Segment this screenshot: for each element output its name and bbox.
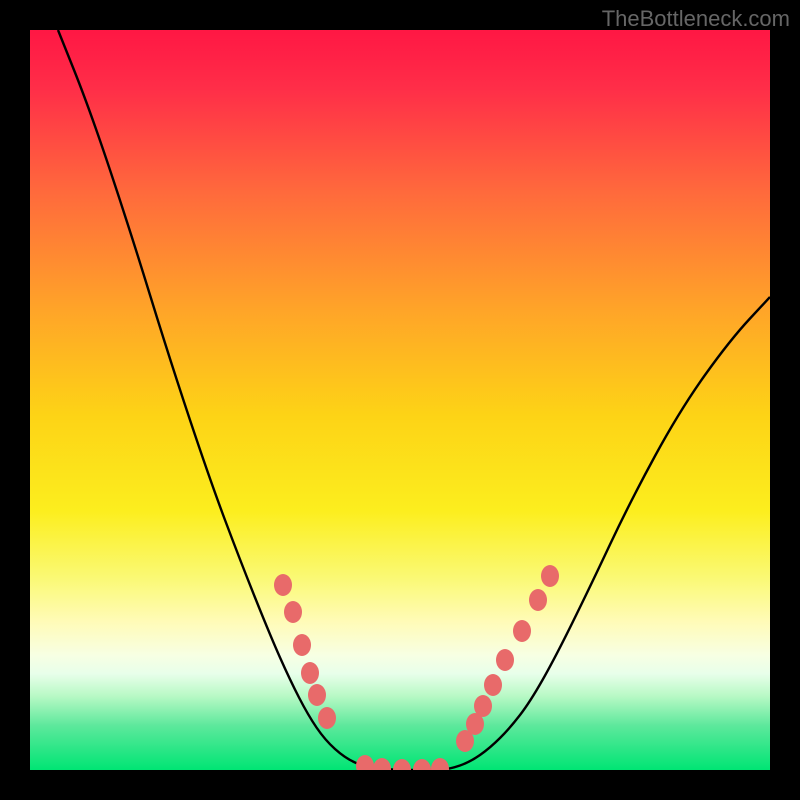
- watermark-text: TheBottleneck.com: [602, 6, 790, 32]
- gradient-background: [30, 30, 770, 770]
- data-marker: [284, 601, 302, 623]
- data-marker: [308, 684, 326, 706]
- data-marker: [318, 707, 336, 729]
- data-marker: [274, 574, 292, 596]
- data-marker: [484, 674, 502, 696]
- data-marker: [474, 695, 492, 717]
- data-marker: [529, 589, 547, 611]
- bottleneck-chart: [30, 30, 770, 770]
- chart-container: [30, 30, 770, 770]
- data-marker: [513, 620, 531, 642]
- data-marker: [541, 565, 559, 587]
- data-marker: [293, 634, 311, 656]
- data-marker: [301, 662, 319, 684]
- data-marker: [496, 649, 514, 671]
